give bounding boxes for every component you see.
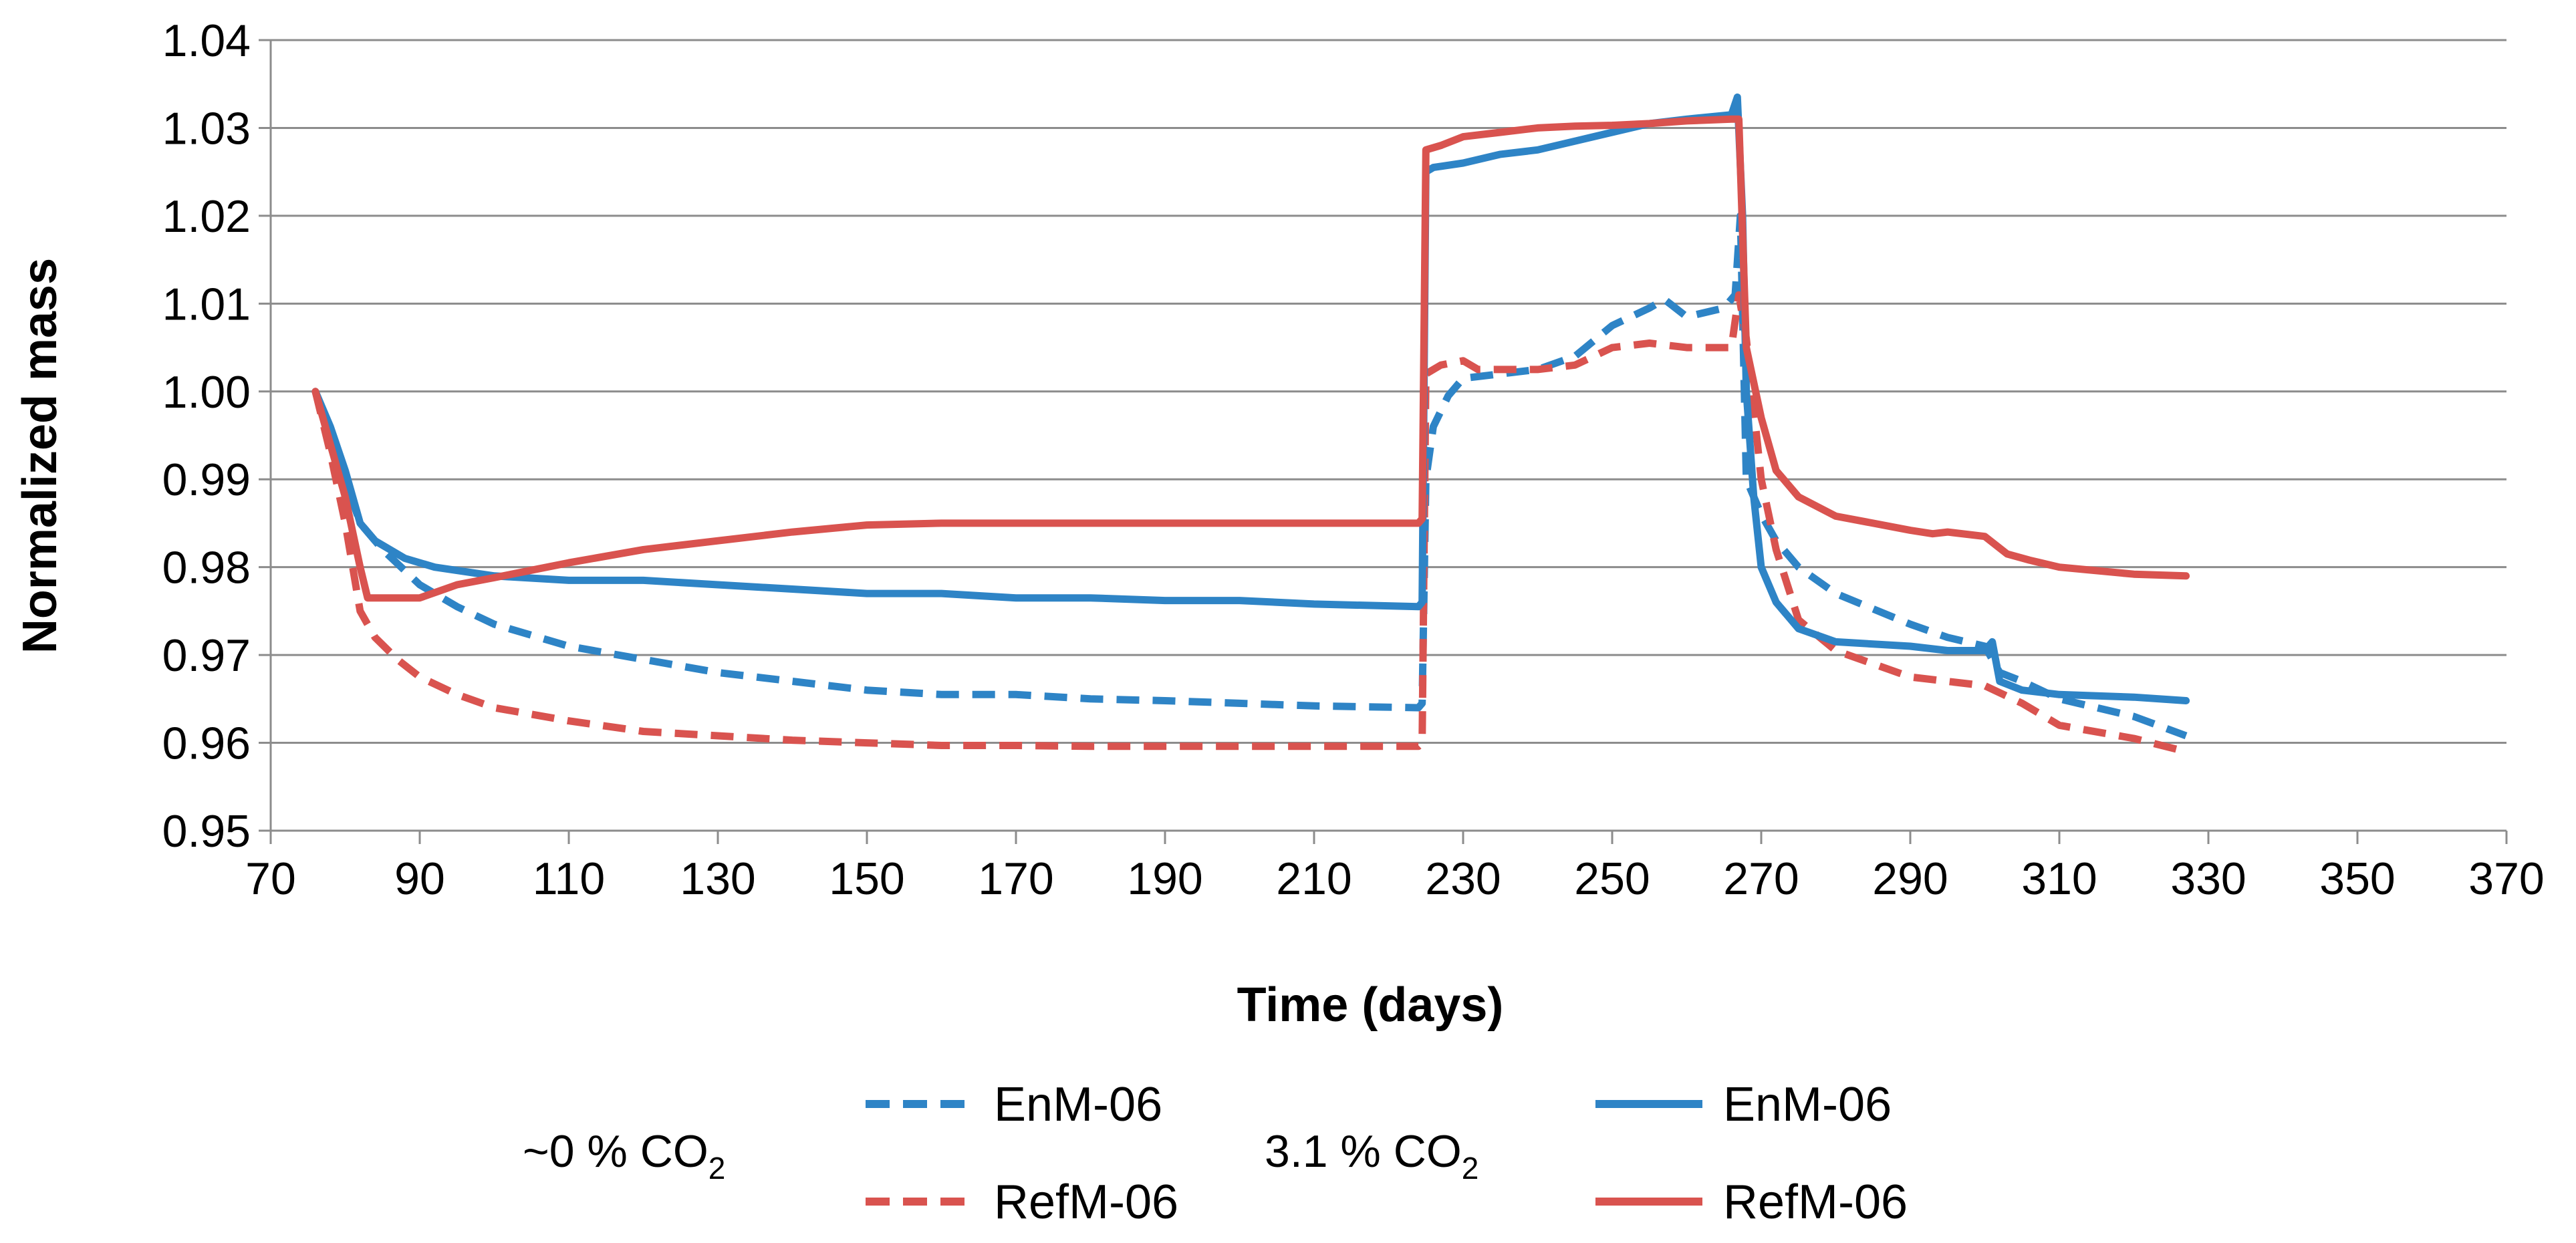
series-refm06-solid (311, 115, 2190, 602)
x-tick-label-9: 250 (1574, 853, 1650, 904)
legend-label-enm06-solid: EnM-06 (1723, 1078, 1892, 1131)
x-axis-title: Time (days) (1237, 978, 1504, 1032)
x-tick-label-7: 210 (1276, 853, 1351, 904)
x-tick-label-5: 170 (978, 853, 1053, 904)
x-tick-label-8: 230 (1425, 853, 1501, 904)
x-tick-label-1: 90 (394, 853, 445, 904)
legend-group-0-title: ~0 % CO2 (523, 1126, 725, 1186)
y-tick-label-4: 0.99 (162, 454, 251, 505)
series-layer (311, 93, 2190, 756)
x-tick-label-10: 270 (1723, 853, 1799, 904)
y-tick-label-7: 1.02 (162, 191, 251, 242)
x-tick-label-12: 310 (2021, 853, 2097, 904)
x-tick-label-3: 130 (680, 853, 755, 904)
x-tick-label-0: 70 (245, 853, 296, 904)
y-axis-ticks: 0.95 0.96 0.97 0.98 0.99 1.00 1.01 1.02 1.03 1.04 (162, 15, 271, 857)
series-enm06-dashed (311, 212, 2188, 740)
series-enm06-solid (311, 93, 2190, 704)
x-tick-label-13: 330 (2170, 853, 2246, 904)
y-tick-label-3: 0.98 (162, 543, 251, 593)
x-axis-ticks: 70 90 110 130 150 170 190 210 230 250 270 290 310 330… (245, 831, 2545, 904)
y-tick-label-5: 1.00 (162, 367, 251, 418)
x-tick-label-15: 370 (2468, 853, 2544, 904)
series-refm06-dashed (311, 291, 2187, 756)
y-tick-label-9: 1.04 (162, 15, 251, 66)
y-axis-title: Normalized mass (13, 258, 67, 654)
legend-label-refm06-dashed: RefM-06 (994, 1176, 1178, 1229)
y-tick-label-1: 0.96 (162, 718, 251, 769)
gridlines (271, 39, 2506, 744)
y-tick-label-8: 1.03 (162, 103, 251, 154)
x-tick-label-6: 190 (1127, 853, 1202, 904)
y-tick-label-2: 0.97 (162, 630, 251, 681)
legend-group-1-title: 3.1 % CO2 (1265, 1126, 1478, 1186)
legend: ~0 % CO2 EnM-06 RefM-06 3.1 % CO2 EnM-06… (523, 1078, 1908, 1229)
y-tick-label-0: 0.95 (162, 806, 251, 857)
x-tick-label-4: 150 (829, 853, 904, 904)
legend-label-enm06-dashed: EnM-06 (994, 1078, 1162, 1131)
x-tick-label-2: 110 (533, 853, 605, 904)
legend-label-refm06-solid: RefM-06 (1723, 1176, 1908, 1229)
x-tick-label-14: 350 (2319, 853, 2395, 904)
x-tick-label-11: 290 (1872, 853, 1948, 904)
y-tick-label-6: 1.01 (162, 279, 251, 329)
